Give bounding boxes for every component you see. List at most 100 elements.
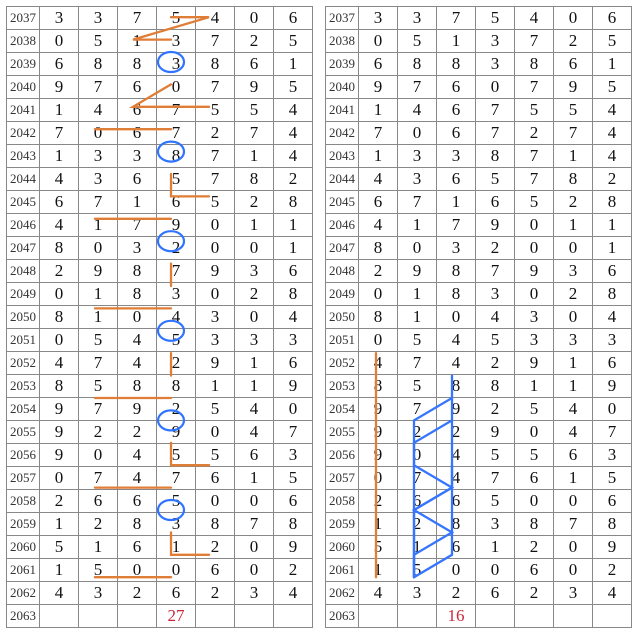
cell: 7	[437, 214, 476, 237]
row-label: 2058	[7, 490, 40, 513]
cell: 1	[274, 237, 313, 260]
row-label: 2042	[7, 122, 40, 145]
cell: 4	[398, 99, 437, 122]
cell: 2	[359, 260, 398, 283]
cell: 0	[398, 444, 437, 467]
cell: 8	[515, 513, 554, 536]
cell: 6	[359, 53, 398, 76]
cell: 6	[157, 191, 196, 214]
row-label: 2053	[7, 375, 40, 398]
cell: 4	[118, 329, 157, 352]
cell: 8	[515, 53, 554, 76]
cell: 4	[40, 168, 79, 191]
cell: 3	[79, 168, 118, 191]
cell: 6	[274, 260, 313, 283]
cell: 2	[79, 421, 118, 444]
cell: 7	[79, 398, 118, 421]
cell: 1	[593, 237, 632, 260]
cell: 1	[554, 467, 593, 490]
cell: 7	[235, 513, 274, 536]
cell: 8	[196, 53, 235, 76]
cell: 3	[274, 444, 313, 467]
row-label: 2061	[7, 559, 40, 582]
cell: 7	[196, 145, 235, 168]
cell: 1	[79, 306, 118, 329]
cell: 5	[476, 168, 515, 191]
cell: 3	[118, 145, 157, 168]
cell: 3	[157, 30, 196, 53]
row-label: 2048	[326, 260, 359, 283]
cell	[515, 605, 554, 628]
cell: 5	[398, 329, 437, 352]
cell: 2	[157, 237, 196, 260]
cell: 0	[235, 536, 274, 559]
row-label: 2040	[326, 76, 359, 99]
cell: 4	[515, 7, 554, 30]
cell: 4	[437, 467, 476, 490]
cell: 6	[437, 490, 476, 513]
cell: 8	[359, 237, 398, 260]
cell: 9	[274, 375, 313, 398]
cell: 1	[593, 214, 632, 237]
cell: 7	[398, 467, 437, 490]
cell: 4	[235, 398, 274, 421]
cell	[359, 605, 398, 628]
row-label: 2052	[7, 352, 40, 375]
cell: 3	[437, 145, 476, 168]
cell: 9	[40, 398, 79, 421]
cell: 5	[157, 490, 196, 513]
cell: 9	[359, 421, 398, 444]
cell: 27	[157, 605, 196, 628]
cell: 0	[593, 398, 632, 421]
cell: 4	[593, 99, 632, 122]
cell: 6	[515, 559, 554, 582]
cell: 9	[437, 398, 476, 421]
row-label: 2054	[7, 398, 40, 421]
cell: 6	[554, 53, 593, 76]
cell: 5	[274, 467, 313, 490]
row-label: 2045	[326, 191, 359, 214]
cell: 7	[554, 122, 593, 145]
cell: 5	[515, 398, 554, 421]
cell: 2	[274, 559, 313, 582]
cell: 6	[437, 99, 476, 122]
cell: 4	[274, 99, 313, 122]
cell: 6	[398, 490, 437, 513]
cell: 4	[274, 306, 313, 329]
row-label: 2037	[326, 7, 359, 30]
cell: 1	[359, 559, 398, 582]
cell: 8	[437, 513, 476, 536]
cell: 6	[274, 490, 313, 513]
cell: 6	[476, 191, 515, 214]
cell: 8	[437, 283, 476, 306]
cell: 1	[196, 375, 235, 398]
cell: 6	[437, 168, 476, 191]
cell: 5	[274, 30, 313, 53]
row-label: 2042	[326, 122, 359, 145]
cell	[235, 605, 274, 628]
cell: 7	[398, 191, 437, 214]
cell: 8	[118, 375, 157, 398]
row-label: 2039	[326, 53, 359, 76]
cell: 6	[437, 536, 476, 559]
cell: 5	[398, 30, 437, 53]
cell: 1	[235, 467, 274, 490]
cell: 7	[398, 352, 437, 375]
cell: 6	[554, 444, 593, 467]
cell: 2	[554, 30, 593, 53]
cell: 2	[235, 191, 274, 214]
cell: 5	[196, 398, 235, 421]
cell: 8	[235, 168, 274, 191]
cell: 7	[118, 7, 157, 30]
cell: 0	[196, 421, 235, 444]
row-label: 2063	[7, 605, 40, 628]
data-table: 2037337540620380513725203968838612040976…	[6, 6, 313, 628]
cell: 3	[593, 329, 632, 352]
row-label: 2048	[7, 260, 40, 283]
cell: 6	[437, 76, 476, 99]
cell: 6	[593, 7, 632, 30]
row-label: 2063	[326, 605, 359, 628]
cell: 7	[118, 214, 157, 237]
cell: 9	[554, 76, 593, 99]
cell: 1	[235, 145, 274, 168]
